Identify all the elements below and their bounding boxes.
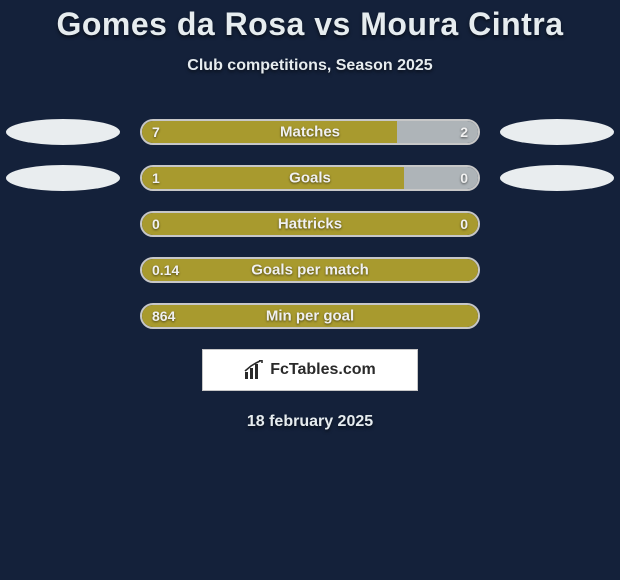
spacer	[6, 211, 120, 237]
bar-left-segment	[142, 121, 397, 143]
page-subtitle: Club competitions, Season 2025	[0, 57, 620, 75]
stat-value-left: 0	[152, 216, 160, 232]
stat-label: Matches	[280, 124, 340, 141]
stat-value-right: 0	[460, 216, 468, 232]
stat-row: Hattricks 0 0	[0, 211, 620, 237]
player-right-oval	[500, 165, 614, 191]
stat-row: Goals 1 0	[0, 165, 620, 191]
spacer	[500, 257, 614, 283]
bar-left-segment	[142, 167, 404, 189]
stat-bar: Matches 7 2	[140, 119, 480, 145]
stats-block: Matches 7 2 Goals 1 0 Hattricks 0 0 Goals per mat…	[0, 119, 620, 329]
player-left-oval	[6, 119, 120, 145]
spacer	[500, 211, 614, 237]
stat-row: Min per goal 864	[0, 303, 620, 329]
stat-label: Goals	[289, 170, 331, 187]
stat-row: Matches 7 2	[0, 119, 620, 145]
stat-label: Min per goal	[266, 308, 354, 325]
spacer	[500, 303, 614, 329]
stat-bar: Goals 1 0	[140, 165, 480, 191]
stat-label: Goals per match	[251, 262, 369, 279]
stat-value-left: 864	[152, 308, 175, 324]
stat-value-left: 1	[152, 170, 160, 186]
bar-chart-icon	[244, 360, 264, 380]
spacer	[6, 303, 120, 329]
spacer	[6, 257, 120, 283]
player-right-oval	[500, 119, 614, 145]
source-logo-box: FcTables.com	[202, 349, 418, 391]
stat-bar: Goals per match 0.14	[140, 257, 480, 283]
stat-label: Hattricks	[278, 216, 342, 233]
snapshot-date: 18 february 2025	[0, 413, 620, 431]
page-title: Gomes da Rosa vs Moura Cintra	[0, 6, 620, 43]
stat-row: Goals per match 0.14	[0, 257, 620, 283]
stat-bar: Hattricks 0 0	[140, 211, 480, 237]
stat-bar: Min per goal 864	[140, 303, 480, 329]
stat-value-left: 7	[152, 124, 160, 140]
source-logo-text: FcTables.com	[270, 361, 376, 379]
comparison-infographic: Gomes da Rosa vs Moura Cintra Club compe…	[0, 0, 620, 431]
stat-value-right: 2	[460, 124, 468, 140]
player-left-oval	[6, 165, 120, 191]
stat-value-right: 0	[460, 170, 468, 186]
stat-value-left: 0.14	[152, 262, 179, 278]
